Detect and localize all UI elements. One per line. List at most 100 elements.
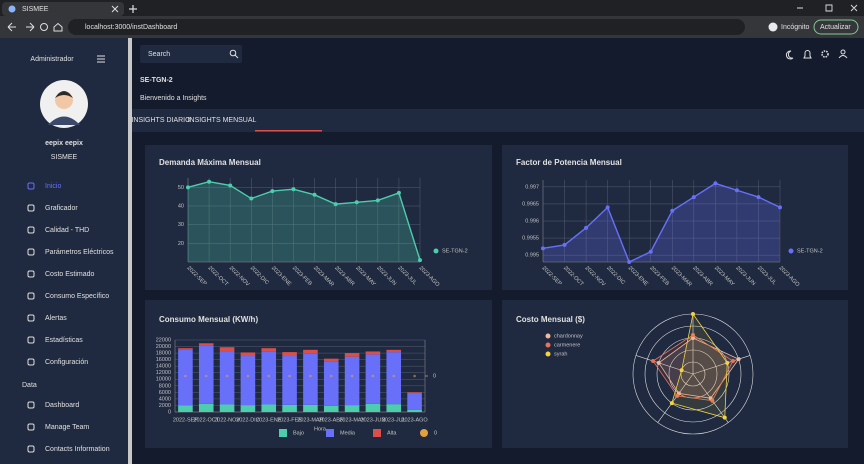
settings[interactable] [822, 51, 828, 57]
legend-label: 0 [434, 430, 437, 436]
point [247, 375, 250, 378]
notifications[interactable] [804, 51, 811, 59]
nav-item[interactable]: Dashboard [45, 402, 79, 409]
bar-segment [366, 354, 381, 403]
legend-swatch [546, 334, 551, 339]
y-tick-label: 40 [178, 203, 184, 209]
nav-item[interactable]: Configuración [45, 359, 88, 366]
legend-label: syrah [554, 351, 567, 357]
bar-segment [366, 404, 381, 412]
tab-indicator [255, 130, 322, 132]
point [692, 195, 696, 199]
profile: Incógnito [781, 24, 810, 31]
y-tick-label: 8000 [159, 383, 171, 389]
bar-segment [282, 352, 297, 356]
x-axis-label: Hora [314, 426, 327, 432]
search-placeholder: Search [148, 51, 170, 58]
point [680, 368, 684, 372]
bar-segment [241, 352, 256, 356]
account[interactable] [841, 50, 845, 54]
bar-segment [345, 405, 360, 412]
point [413, 375, 416, 378]
bar-segment [178, 348, 193, 350]
y2-tick-label: 0 [433, 373, 436, 379]
point [226, 375, 229, 378]
nav-item[interactable]: Manage Team [45, 424, 89, 431]
legend-label: SE-TGN-2 [797, 248, 823, 254]
bar-segment [386, 350, 401, 352]
nav-item[interactable]: Inicio [45, 183, 61, 190]
y-tick-label: 6000 [159, 390, 171, 396]
legend-label: Alta [387, 430, 397, 436]
tab[interactable]: INSIGHTS MENSUAL [188, 117, 257, 124]
nav-item[interactable]: Costo Estimado [45, 271, 95, 278]
bar-segment [199, 343, 214, 345]
bar-segment [407, 394, 422, 410]
y-tick-label: 0 [168, 409, 171, 415]
point [205, 375, 208, 378]
nav-item[interactable]: Calidad - THD [45, 227, 89, 234]
point [207, 180, 211, 184]
bar-segment [261, 404, 276, 412]
nav-item[interactable]: Contacts Information [45, 446, 110, 453]
nav-item[interactable]: Parámetros Eléctricos [45, 249, 114, 256]
point [186, 185, 190, 189]
point [334, 202, 338, 206]
page-subtitle: Bienvenido a Insights [140, 95, 207, 102]
nav-item[interactable]: Consumo Específico [45, 293, 109, 300]
bar-segment [386, 352, 401, 404]
legend-swatch [434, 249, 439, 254]
chart-title: Costo Mensual ($) [516, 315, 585, 324]
point [392, 375, 395, 378]
tab-strip [0, 0, 864, 16]
bar-segment [386, 404, 401, 412]
legend-swatch [326, 429, 334, 437]
chart-title: Consumo Mensual (KW/h) [159, 315, 258, 324]
y-tick-label: 18000 [156, 351, 171, 357]
bar-segment [220, 404, 235, 412]
bar-segment [261, 352, 276, 405]
bar-segment [220, 347, 235, 351]
nav-item[interactable]: Graficador [45, 205, 78, 212]
page-title: SE-TGN-2 [140, 77, 173, 84]
point [756, 195, 760, 199]
bar-segment [345, 357, 360, 405]
point [397, 191, 401, 195]
legend-swatch [546, 352, 551, 357]
nav-item[interactable]: Alertas [45, 315, 67, 322]
point [563, 243, 567, 247]
profile-icon [769, 23, 778, 32]
y-tick-label: 30 [178, 222, 184, 228]
y-tick-label: 0.9965 [522, 201, 539, 207]
legend-label: chardonnay [554, 333, 583, 339]
point [541, 246, 545, 250]
point [723, 416, 727, 420]
theme-toggle[interactable] [786, 51, 793, 59]
point [313, 193, 317, 197]
bar-segment [261, 348, 276, 352]
legend-swatch [546, 343, 551, 348]
point [778, 205, 782, 209]
legend-label: SE-TGN-2 [442, 248, 468, 254]
bar-segment [241, 405, 256, 412]
user-org: SISMEE [51, 154, 78, 161]
y-tick-label: 20 [178, 241, 184, 247]
point [184, 375, 187, 378]
browser-tab[interactable] [2, 2, 124, 16]
update-label: Actualizar [820, 24, 851, 31]
user-name: eepix eepix [45, 140, 83, 147]
point [584, 226, 588, 230]
y-tick-label: 0.995 [525, 253, 539, 259]
tab-title: SISMEE [22, 6, 49, 13]
bar-segment [303, 405, 318, 412]
url: localhost:3000/instDashboard [85, 24, 177, 31]
point [651, 359, 655, 363]
nav-item[interactable]: Estadísticas [45, 337, 83, 344]
legend-label: Bajo [293, 430, 304, 436]
bar-segment [178, 405, 193, 412]
tab[interactable]: INSIGHTS DIARIO [131, 117, 191, 124]
bar-segment [282, 405, 297, 412]
role: Administrador [30, 56, 74, 63]
point [735, 188, 739, 192]
